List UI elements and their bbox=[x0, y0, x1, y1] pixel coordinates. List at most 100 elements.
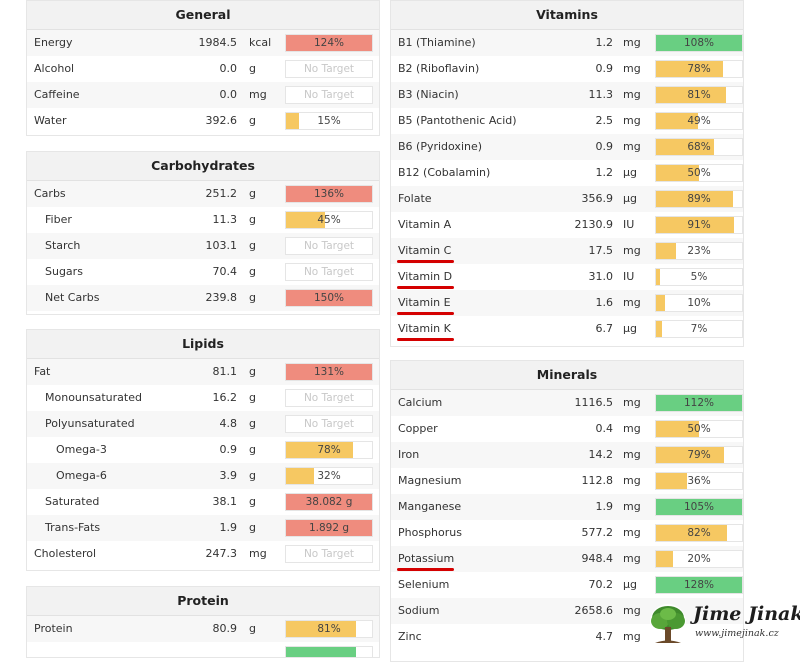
nutrient-row[interactable]: Manganese 1.9 mg 105% bbox=[391, 494, 743, 520]
nutrient-row[interactable]: B2 (Riboflavin) 0.9 mg 78% bbox=[391, 56, 743, 82]
nutrient-name: Sugars bbox=[45, 265, 83, 278]
nutrient-row[interactable]: Vitamin D 31.0 IU 5% bbox=[391, 264, 743, 290]
progress-fill bbox=[286, 290, 372, 306]
nutrient-row[interactable]: Calcium 1116.5 mg 112% bbox=[391, 390, 743, 416]
progress-fill bbox=[656, 321, 663, 337]
nutrient-amount: 1.2 bbox=[595, 36, 614, 49]
target-progress-bar: 89% bbox=[655, 190, 743, 208]
nutrient-name: Potassium bbox=[398, 552, 455, 565]
nutrient-amount: 1.6 bbox=[595, 296, 614, 309]
progress-fill bbox=[656, 525, 727, 541]
nutrient-row[interactable]: B5 (Pantothenic Acid) 2.5 mg 49% bbox=[391, 108, 743, 134]
nutrient-unit: mg bbox=[623, 448, 641, 461]
protein-header: Protein bbox=[27, 587, 379, 616]
target-progress-bar: No Target bbox=[285, 263, 373, 281]
nutrient-row[interactable] bbox=[27, 642, 379, 657]
nutrient-row[interactable]: Starch 103.1 g No Target bbox=[27, 233, 379, 259]
nutrient-name: Manganese bbox=[398, 500, 462, 513]
progress-label: 23% bbox=[687, 245, 711, 257]
nutrient-unit: g bbox=[249, 521, 256, 534]
nutrient-row[interactable]: B3 (Niacin) 11.3 mg 81% bbox=[391, 82, 743, 108]
progress-label: 81% bbox=[687, 89, 711, 101]
nutrient-row[interactable]: B12 (Cobalamin) 1.2 µg 50% bbox=[391, 160, 743, 186]
target-progress-bar: 128% bbox=[655, 576, 743, 594]
general-header: General bbox=[27, 1, 379, 30]
nutrient-row[interactable]: Vitamin A 2130.9 IU 91% bbox=[391, 212, 743, 238]
watermark-url: www.jimejinak.cz bbox=[695, 628, 779, 639]
nutrient-row[interactable]: Caffeine 0.0 mg No Target bbox=[27, 82, 379, 108]
nutrient-row[interactable]: Saturated 38.1 g 38.082 g bbox=[27, 489, 379, 515]
progress-label: 112% bbox=[683, 397, 715, 409]
lipids-rows: Fat 81.1 g 131% Monounsaturated 16.2 g No Targe… bbox=[27, 359, 379, 567]
nutrient-row[interactable]: Vitamin C 17.5 mg 23% bbox=[391, 238, 743, 264]
nutrient-row[interactable]: Carbs 251.2 g 136% bbox=[27, 181, 379, 207]
nutrient-row[interactable]: Vitamin E 1.6 mg 10% bbox=[391, 290, 743, 316]
nutrient-row[interactable]: Folate 356.9 µg 89% bbox=[391, 186, 743, 212]
nutrient-amount: 11.3 bbox=[588, 88, 614, 101]
nutrient-row[interactable]: B1 (Thiamine) 1.2 mg 108% bbox=[391, 30, 743, 56]
nutrient-unit: mg bbox=[623, 604, 641, 617]
nutrient-row[interactable]: Protein 80.9 g 81% bbox=[27, 616, 379, 642]
nutrient-row[interactable]: Magnesium 112.8 mg 36% bbox=[391, 468, 743, 494]
nutrient-row[interactable]: Energy 1984.5 kcal 124% bbox=[27, 30, 379, 56]
progress-fill bbox=[286, 35, 372, 51]
nutrient-row[interactable]: Phosphorus 577.2 mg 82% bbox=[391, 520, 743, 546]
nutrient-row[interactable]: Water 392.6 g 15% bbox=[27, 108, 379, 134]
nutrient-row[interactable]: Trans-Fats 1.9 g 1.892 g bbox=[27, 515, 379, 541]
progress-label: 81% bbox=[317, 623, 341, 635]
nutrient-row[interactable]: Copper 0.4 mg 50% bbox=[391, 416, 743, 442]
nutrient-unit: mg bbox=[623, 500, 641, 513]
nutrient-unit: mg bbox=[623, 474, 641, 487]
panel-lipids: Lipids Fat 81.1 g 131% Monounsaturated 16.2 g No… bbox=[26, 329, 380, 571]
target-progress-bar: 78% bbox=[655, 60, 743, 78]
nutrient-amount: 0.9 bbox=[595, 62, 614, 75]
nutrient-row[interactable]: Net Carbs 239.8 g 150% bbox=[27, 285, 379, 311]
nutrient-unit: µg bbox=[623, 322, 637, 335]
nutrient-row[interactable]: Cholesterol 247.3 mg No Target bbox=[27, 541, 379, 567]
nutrient-row[interactable]: Monounsaturated 16.2 g No Target bbox=[27, 385, 379, 411]
nutrient-row[interactable]: Vitamin K 6.7 µg 7% bbox=[391, 316, 743, 342]
nutrient-name: Net Carbs bbox=[45, 291, 100, 304]
target-progress-bar: 20% bbox=[655, 550, 743, 568]
progress-label: No Target bbox=[303, 240, 355, 252]
nutrient-amount: 103.1 bbox=[205, 239, 238, 252]
nutrient-amount: 1.2 bbox=[595, 166, 614, 179]
nutrient-unit: mg bbox=[249, 88, 267, 101]
nutrient-row[interactable]: Polyunsaturated 4.8 g No Target bbox=[27, 411, 379, 437]
minerals-header: Minerals bbox=[391, 361, 743, 390]
nutrient-name: Cholesterol bbox=[34, 547, 97, 560]
nutrient-row[interactable]: Iron 14.2 mg 79% bbox=[391, 442, 743, 468]
target-progress-bar: No Target bbox=[285, 237, 373, 255]
nutrient-row[interactable]: Omega-3 0.9 g 78% bbox=[27, 437, 379, 463]
nutrient-name: B1 (Thiamine) bbox=[398, 36, 476, 49]
nutrient-row[interactable]: Fiber 11.3 g 45% bbox=[27, 207, 379, 233]
nutrient-row[interactable]: Sugars 70.4 g No Target bbox=[27, 259, 379, 285]
nutrient-row[interactable]: Potassium 948.4 mg 20% bbox=[391, 546, 743, 572]
nutrient-row[interactable]: Omega-6 3.9 g 32% bbox=[27, 463, 379, 489]
target-progress-bar: No Target bbox=[285, 545, 373, 563]
panel-carbohydrates: Carbohydrates Carbs 251.2 g 136% Fiber 11.3 g 45… bbox=[26, 151, 380, 315]
nutrient-name: Carbs bbox=[34, 187, 66, 200]
nutrient-unit: g bbox=[249, 213, 256, 226]
nutrient-row[interactable]: Fat 81.1 g 131% bbox=[27, 359, 379, 385]
nutrient-unit: mg bbox=[623, 422, 641, 435]
target-progress-bar: 124% bbox=[285, 34, 373, 52]
target-progress-bar bbox=[285, 646, 373, 657]
nutrient-row[interactable]: Alcohol 0.0 g No Target bbox=[27, 56, 379, 82]
progress-fill bbox=[286, 468, 314, 484]
progress-label: 50% bbox=[687, 167, 711, 179]
nutrient-name: Calcium bbox=[398, 396, 443, 409]
target-progress-bar: 36% bbox=[655, 472, 743, 490]
nutrient-row[interactable]: B6 (Pyridoxine) 0.9 mg 68% bbox=[391, 134, 743, 160]
nutrient-name: Fiber bbox=[45, 213, 72, 226]
target-progress-bar: No Target bbox=[285, 415, 373, 433]
nutrient-amount: 356.9 bbox=[581, 192, 614, 205]
target-progress-bar: 108% bbox=[655, 34, 743, 52]
progress-label: 15% bbox=[317, 115, 341, 127]
nutrient-unit: g bbox=[249, 365, 256, 378]
nutrient-row[interactable]: Selenium 70.2 µg 128% bbox=[391, 572, 743, 598]
progress-fill bbox=[286, 186, 372, 202]
nutrient-row[interactable]: Zinc 4.7 mg bbox=[391, 624, 743, 650]
target-progress-bar: 7% bbox=[655, 320, 743, 338]
progress-fill bbox=[656, 191, 733, 207]
